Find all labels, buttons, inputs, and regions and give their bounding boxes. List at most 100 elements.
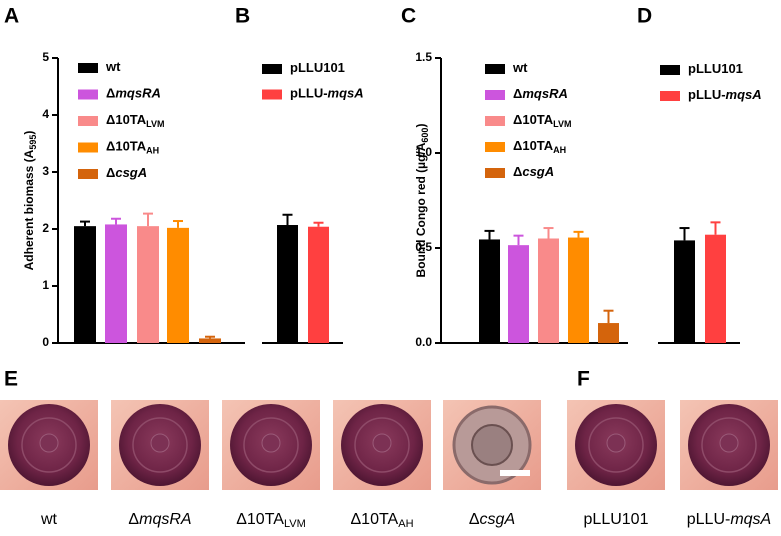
y-axis-label: Bound Congo red (µg/A600) <box>414 124 430 278</box>
legend-label-part: pLLU101 <box>688 61 743 76</box>
bar <box>568 237 589 343</box>
legend-label-part: wt <box>105 59 121 74</box>
legend-label-part: Δ <box>513 86 522 101</box>
legend-label-part: AH <box>146 146 159 156</box>
y-axis-label-part: ) <box>414 124 428 128</box>
legend-swatch <box>78 169 98 179</box>
y-tick-label: 1.5 <box>415 50 432 64</box>
photo-caption-part: mqsRA <box>139 511 191 528</box>
colony-center <box>719 433 739 453</box>
legend-label-part: wt <box>512 60 528 75</box>
y-tick-label: 1 <box>42 278 49 292</box>
y-axis-label-part: Adherent biomass (A <box>22 149 36 270</box>
legend-swatch <box>78 116 98 126</box>
colony-center <box>471 424 513 466</box>
legend-label-part: mqsRA <box>115 86 161 101</box>
legend-label: ΔcsgA <box>513 164 554 179</box>
legend-swatch <box>485 142 505 152</box>
y-tick-label: 0.5 <box>415 240 432 254</box>
colony-center <box>372 433 392 453</box>
colony-ring <box>588 417 644 473</box>
bar <box>598 323 619 343</box>
photo-caption: pLLU101 <box>584 511 649 528</box>
legend-label-part: pLLU- <box>290 86 328 101</box>
y-axis-label-part: Bound Congo red (µg/A <box>414 142 428 277</box>
legend-swatch <box>262 64 282 74</box>
legend-label-part: csgA <box>115 165 147 180</box>
colony-ring <box>132 417 188 473</box>
panel-label: E <box>4 368 18 391</box>
legend-swatch <box>262 89 282 100</box>
legend-label: wt <box>512 60 528 75</box>
y-tick-label: 0 <box>42 335 49 349</box>
bar <box>538 238 559 343</box>
bar <box>308 226 329 343</box>
legend-label-part: Δ10TA <box>513 138 554 153</box>
legend-label-part: Δ <box>513 164 522 179</box>
legend-label: pLLU-mqsA <box>290 86 364 101</box>
photo-caption-part: Δ <box>128 511 139 528</box>
legend-label: Δ10TAAH <box>106 139 159 156</box>
photo-caption-part: LVM <box>284 518 306 530</box>
legend-label-part: Δ <box>106 86 115 101</box>
y-axis-label-part: 595 <box>28 135 38 150</box>
bar <box>74 226 96 343</box>
legend-swatch <box>485 90 505 100</box>
colony-ring <box>701 417 757 473</box>
photo-caption: ΔmqsRA <box>128 511 191 528</box>
y-tick-label: 3 <box>42 164 49 178</box>
legend-label-part: LVM <box>553 119 571 129</box>
bar <box>508 245 529 343</box>
photo-caption-part: Δ10TA <box>236 511 284 528</box>
legend-label: pLLU101 <box>290 60 345 75</box>
y-axis-label: Adherent biomass (A595) <box>22 131 38 271</box>
legend-label: Δ10TAAH <box>513 138 566 155</box>
photo-caption: wt <box>40 511 58 528</box>
legend-label-part: pLLU101 <box>290 60 345 75</box>
legend-label: ΔmqsRA <box>513 86 568 101</box>
legend-label-part: Δ10TA <box>106 112 147 127</box>
panel-label: B <box>235 5 250 28</box>
legend-label: Δ10TALVM <box>513 112 572 129</box>
y-tick-label: 5 <box>42 50 49 64</box>
photo-caption-part: pLLU101 <box>584 511 649 528</box>
photo-caption-part: pLLU- <box>687 511 731 528</box>
colony-ring <box>21 417 77 473</box>
bar <box>105 224 127 343</box>
panel-label: C <box>401 5 416 28</box>
bar <box>199 338 221 343</box>
legend-label: wt <box>105 59 121 74</box>
photo-caption: Δ10TAAH <box>350 511 413 530</box>
bar <box>137 226 159 343</box>
legend-label-part: mqsA <box>726 87 762 102</box>
colony-ring <box>243 417 299 473</box>
y-tick-label: 0.0 <box>415 335 432 349</box>
bar <box>674 240 695 343</box>
colony-center <box>39 433 59 453</box>
legend-label-part: mqsA <box>328 86 364 101</box>
photo-caption-part: mqsA <box>730 511 771 528</box>
y-tick-label: 4 <box>42 107 49 121</box>
photo-caption-part: Δ <box>469 511 480 528</box>
y-tick-label: 1.0 <box>415 145 432 159</box>
panel-label: F <box>577 368 590 391</box>
legend-swatch <box>485 64 505 74</box>
legend-swatch <box>660 65 680 75</box>
y-axis-label-part: ) <box>22 131 36 135</box>
colony-ring <box>354 417 410 473</box>
legend-swatch <box>78 89 98 100</box>
photo-caption-part: AH <box>398 518 413 530</box>
legend-label: pLLU-mqsA <box>688 87 762 102</box>
panel-label: D <box>637 5 652 28</box>
photo-caption: Δ10TALVM <box>236 511 306 530</box>
colony-center <box>261 433 281 453</box>
colony-center <box>606 433 626 453</box>
colony-center <box>150 433 170 453</box>
photo-caption: ΔcsgA <box>469 511 515 528</box>
legend-label: Δ10TALVM <box>106 112 165 129</box>
y-axis-label-part: 600 <box>420 128 430 143</box>
legend-label-part: Δ <box>106 165 115 180</box>
bar <box>705 234 726 343</box>
legend-swatch <box>78 142 98 153</box>
